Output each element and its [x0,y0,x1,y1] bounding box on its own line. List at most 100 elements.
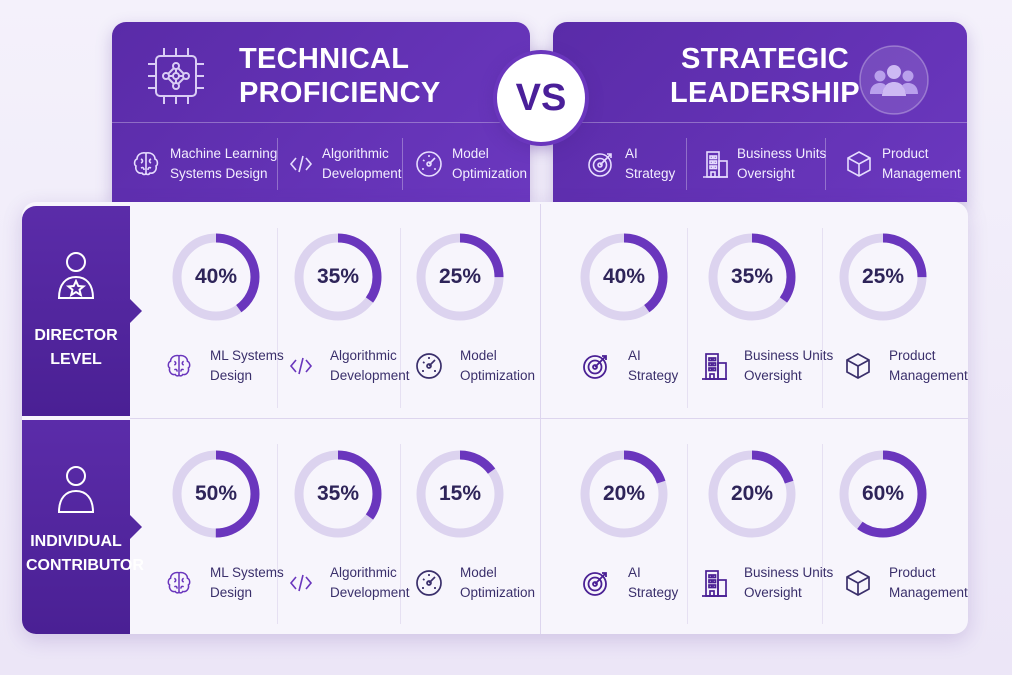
metric-label-line1: Algorithmic [330,348,397,363]
ring-fill [580,233,668,321]
metric-label-line2: Development [330,368,410,383]
header-separator [277,138,278,190]
metric-label: Business Units Oversight [700,346,833,386]
cube-icon [843,351,881,381]
metric-label-line1: AI [628,348,641,363]
metric-label-line1: Model [460,565,497,580]
header-divider [553,122,967,123]
row-label-line2: LEVEL [50,351,102,368]
metric-label: Product Management [843,563,968,603]
metric-label: Business Units Oversight [700,563,833,603]
cell-separator [687,444,688,624]
percentage-value: 20% [730,482,774,505]
brain-icon [164,568,202,598]
progress-ring: 35% [292,448,384,540]
ring-fill [580,450,668,538]
metric-label: ML Systems Design [164,346,284,386]
user-icon [57,466,95,513]
metric-label-line2: Management [889,585,968,600]
metric-label-line2: Oversight [744,585,802,600]
header-divider [112,122,530,123]
metric-label: Model Optimization [414,346,535,386]
right-title-line1: STRATEGIC [680,43,850,75]
ring-fill [839,233,927,321]
building-icon [703,151,728,178]
header-item-line1: Machine Learning [170,146,278,161]
gauge-icon [416,151,442,177]
ring-svg [580,233,668,321]
ring-fill [416,450,504,538]
metric-label: AI Strategy [580,346,678,386]
metric-label: AI Strategy [580,563,678,603]
metric-label-line2: Strategy [628,585,679,600]
target-icon [580,567,620,599]
progress-ring: 40% [578,231,670,323]
metric-label-line1: Product [889,348,936,363]
cube-icon [843,568,881,598]
ring-svg [839,450,927,538]
technical-proficiency-header: TECHNICAL PROFICIENCY Machine Learning Sy… [112,22,530,202]
metric-label: Model Optimization [414,563,535,603]
progress-ring: 15% [414,448,506,540]
progress-ring: 20% [706,448,798,540]
metric-label-line2: Strategy [628,368,679,383]
ring-svg [172,233,260,321]
building-icon [700,568,736,598]
metric-label-line1: Algorithmic [330,565,397,580]
metric-label: ML Systems Design [164,563,284,603]
row-label-line1: DIRECTOR [34,327,118,344]
header-item-line2: Strategy [625,166,676,181]
target-icon [580,350,620,382]
header-item-algorithmic-development: Algorithmic Development [288,138,402,190]
code-icon [288,570,322,596]
metric-label-line1: Business Units [744,565,834,580]
percentage-value: 25% [438,265,482,288]
left-title-line2: PROFICIENCY [239,77,441,109]
gauge-icon [414,568,452,598]
percentage-value: 50% [194,482,238,505]
cell-separator [277,444,278,624]
ring-fill [708,233,796,321]
right-header-title: STRATEGIC LEADERSHIP [665,42,865,110]
header-item-model-optimization: Model Optimization [414,138,527,190]
header-separator [686,138,687,190]
percentage-value: 35% [316,482,360,505]
row-divider [130,418,968,419]
ring-fill [839,450,927,538]
progress-ring: 20% [578,448,670,540]
building-icon [700,351,736,381]
gauge-icon [414,351,452,381]
percentage-value: 15% [438,482,482,505]
header-item-product-management: Product Management [844,138,961,190]
progress-ring: 35% [292,231,384,323]
progress-ring: 25% [414,231,506,323]
header-item-line1: AI [625,146,638,161]
progress-ring: 60% [837,448,929,540]
cell-separator [687,228,688,408]
header-item-line1: Model [452,146,489,161]
metric-label-line2: Oversight [744,368,802,383]
cell-separator [277,228,278,408]
header-item-line1: Business Units [737,146,827,161]
metric-label-line2: Optimization [460,368,536,383]
percentage-value: 25% [861,265,905,288]
ring-fill [708,450,796,538]
header-item-line2: Optimization [452,166,528,181]
cell-separator [822,228,823,408]
ring-fill [416,233,504,321]
header-item-ai-strategy: AI Strategy [585,138,675,190]
target-icon [588,153,612,177]
header-item-line1: Product [882,146,929,161]
cpu-network-icon [148,48,204,104]
percentage-value: 60% [861,482,905,505]
header-separator [825,138,826,190]
metric-label: Product Management [843,346,968,386]
metric-label-line2: Optimization [460,585,536,600]
metric-label: Algorithmic Development [288,346,410,386]
ring-svg [294,450,382,538]
vs-badge: VS [493,50,589,146]
metric-label-line2: Management [889,368,968,383]
right-title-line2: LEADERSHIP [670,77,860,109]
code-icon [289,155,313,173]
header-item-line2: Development [322,166,402,181]
